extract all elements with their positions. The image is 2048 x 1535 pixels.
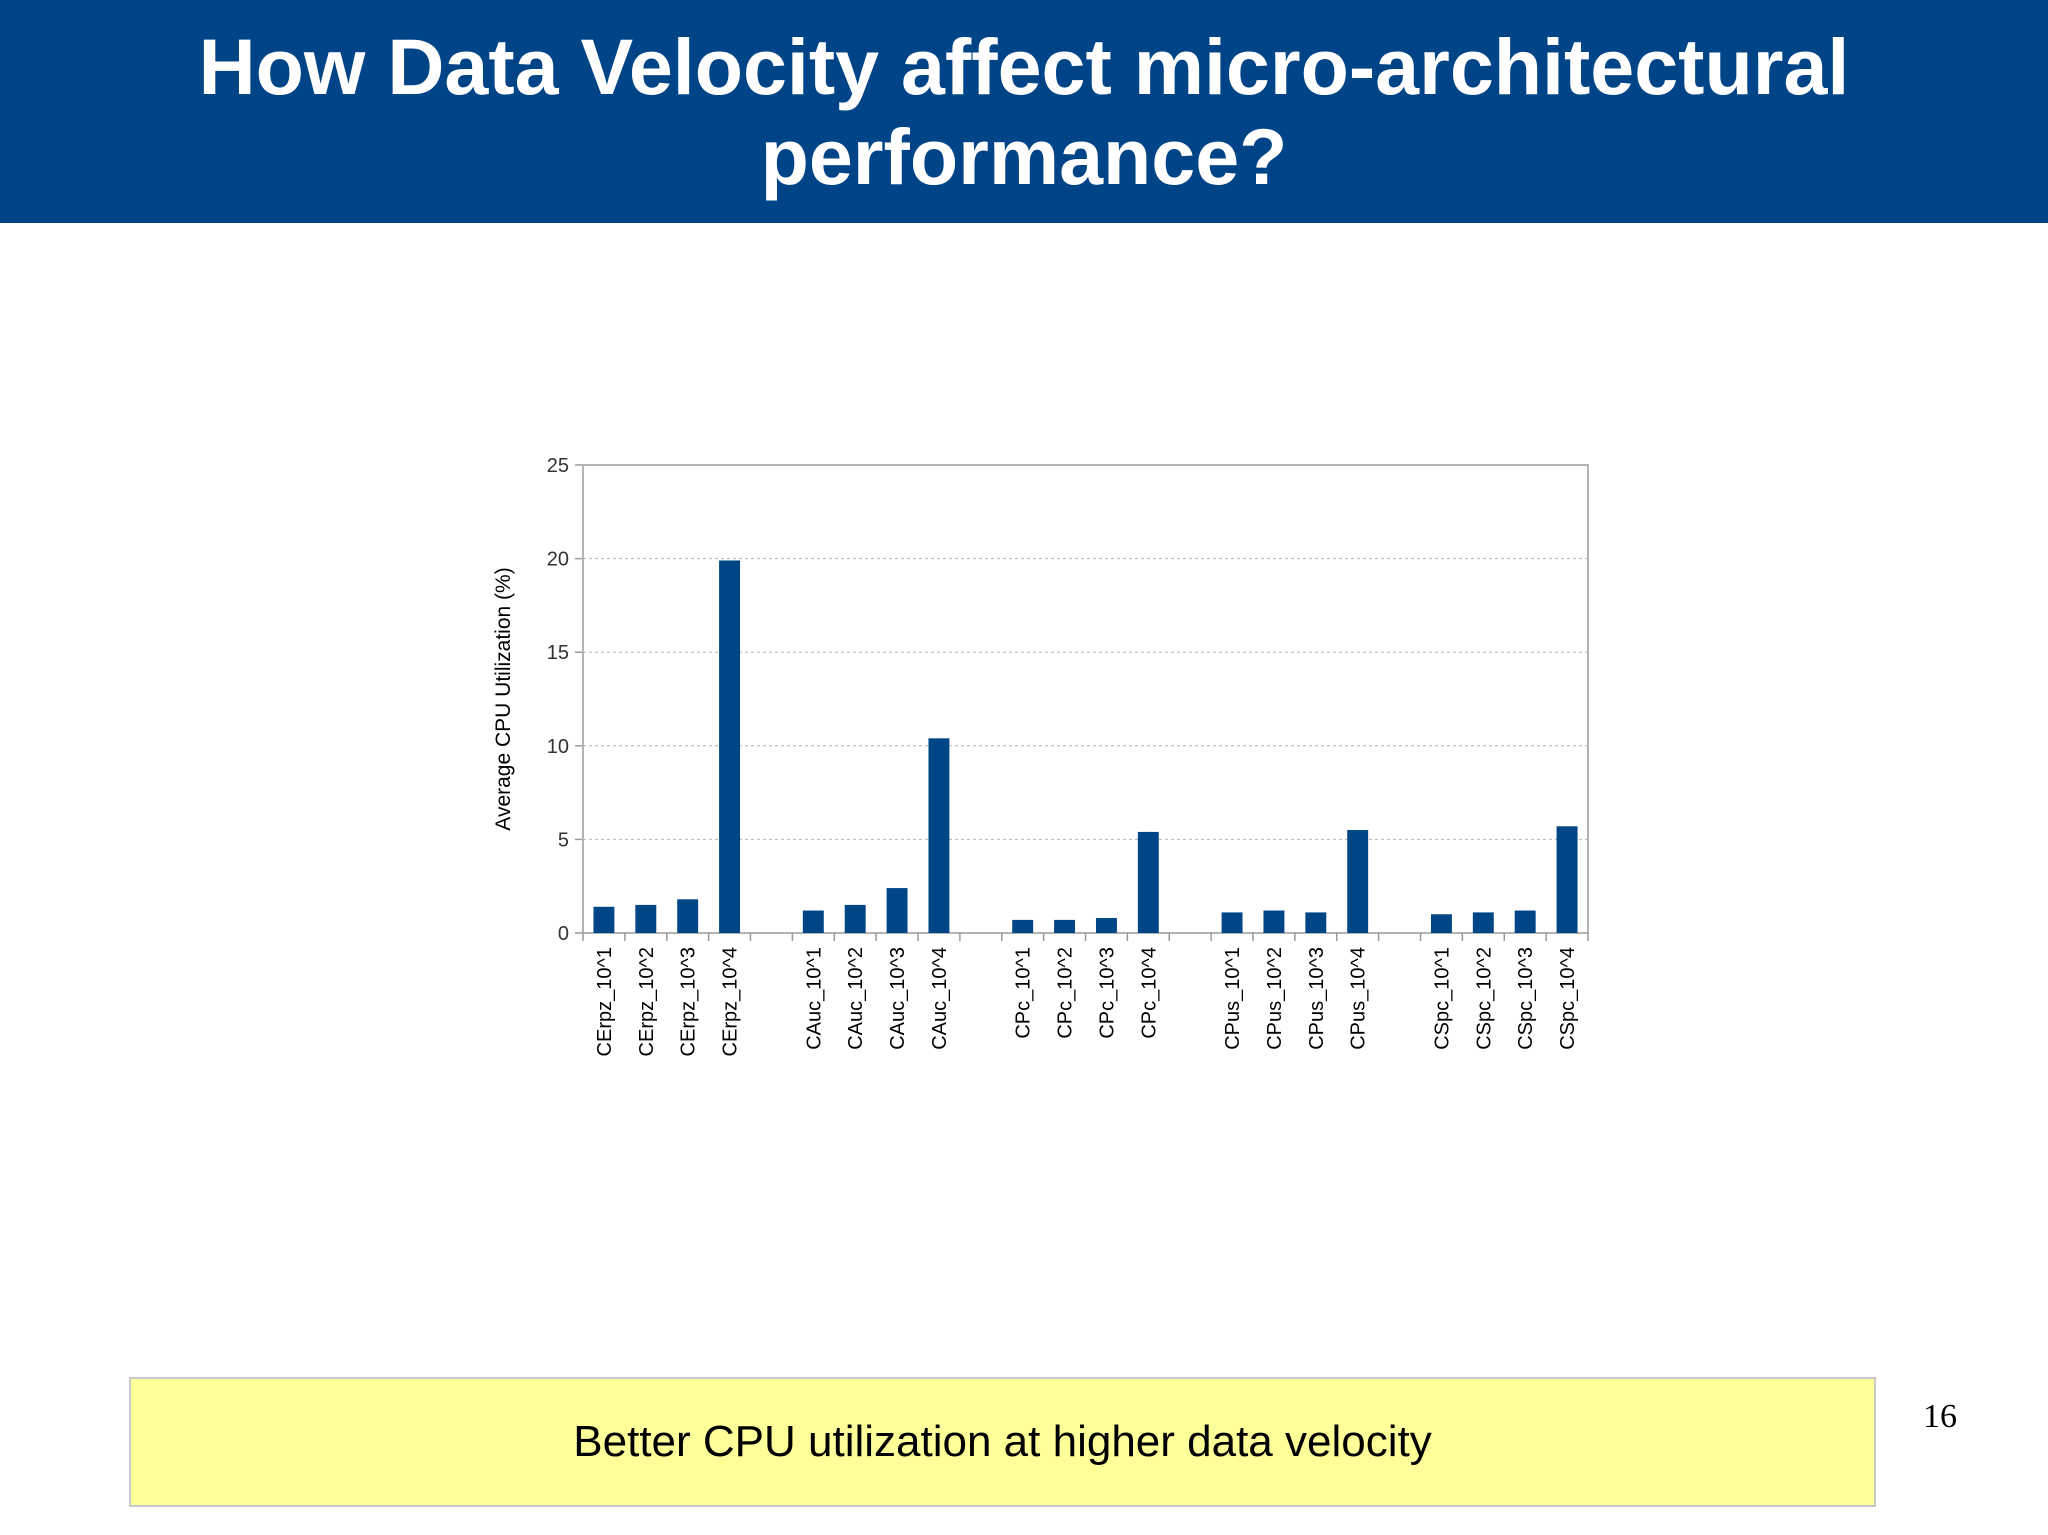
bar-cerpz_10-1 xyxy=(593,906,615,933)
bar-cerpz_10-4 xyxy=(719,560,741,933)
bar-cauc_10-3 xyxy=(886,888,908,933)
y-tick-label: 20 xyxy=(547,549,569,571)
y-tick-label: 0 xyxy=(558,923,569,945)
bar-cspc_10-3 xyxy=(1514,910,1536,933)
x-tick-label: CSpc_10^3 xyxy=(1515,947,1537,1050)
bar-cspc_10-2 xyxy=(1472,912,1494,933)
bar-cpc_10-3 xyxy=(1095,918,1117,933)
y-tick-label: 15 xyxy=(547,642,569,664)
bar-cpc_10-1 xyxy=(1012,919,1034,933)
x-tick-label: CErpz_10^3 xyxy=(678,947,700,1056)
cpu-utilization-chart: 0 5 10 15 20 25 Average CPU Utilization (%) CEr… xyxy=(460,440,1610,1120)
plot-area xyxy=(583,465,1588,933)
bar-cspc_10-1 xyxy=(1430,914,1452,933)
bar-cpus_10-2 xyxy=(1263,910,1285,933)
callout-text: Better CPU utilization at higher data ve… xyxy=(573,1417,1432,1466)
bar-cauc_10-4 xyxy=(928,738,950,933)
x-tick-label: CAuc_10^2 xyxy=(845,947,867,1050)
bar-cpus_10-4 xyxy=(1347,830,1369,933)
x-tick-label: CSpc_10^1 xyxy=(1431,947,1453,1050)
x-tick-label: CSpc_10^2 xyxy=(1473,947,1495,1050)
x-tick-label: CAuc_10^4 xyxy=(929,947,951,1050)
x-tick-label: CPus_10^1 xyxy=(1222,947,1244,1050)
x-tick-label: CErpz_10^4 xyxy=(720,947,742,1056)
x-tick-label: CSpc_10^4 xyxy=(1557,947,1579,1050)
bar-cerpz_10-2 xyxy=(635,904,657,933)
bar-cpus_10-1 xyxy=(1221,912,1243,933)
bar-cpus_10-3 xyxy=(1305,912,1327,933)
x-tick-label: CErpz_10^2 xyxy=(636,947,658,1056)
bar-cpc_10-2 xyxy=(1054,919,1076,933)
x-tick-label: CPc_10^2 xyxy=(1055,947,1077,1039)
x-tick-label: CPc_10^4 xyxy=(1138,947,1160,1039)
bar-cauc_10-1 xyxy=(802,910,824,933)
slide-header: How Data Velocity affect micro-architect… xyxy=(0,0,2048,223)
bar-cauc_10-2 xyxy=(844,904,866,933)
x-tick-label: CPc_10^3 xyxy=(1096,947,1118,1039)
bar-cpc_10-4 xyxy=(1137,831,1159,933)
x-tick-label: CErpz_10^1 xyxy=(594,947,616,1056)
chart-svg: 0 5 10 15 20 25 Average CPU Utilization (%) CEr… xyxy=(492,455,1589,1056)
y-axis-label: Average CPU Utilization (%) xyxy=(492,567,515,830)
x-tick-label: CPus_10^2 xyxy=(1264,947,1286,1050)
bar-cerpz_10-3 xyxy=(677,899,699,933)
callout-box: Better CPU utilization at higher data ve… xyxy=(129,1377,1876,1507)
page-number: 16 xyxy=(1923,1398,1957,1435)
x-tick-label: CPus_10^4 xyxy=(1348,947,1370,1050)
x-tick-label: CAuc_10^1 xyxy=(803,947,825,1050)
y-tick-label: 5 xyxy=(558,829,569,851)
x-tick-label: CAuc_10^3 xyxy=(887,947,909,1050)
bar-cspc_10-4 xyxy=(1556,826,1578,933)
x-tick-label: CPc_10^1 xyxy=(1013,947,1035,1039)
y-tick-label: 25 xyxy=(547,455,569,477)
slide-title: How Data Velocity affect micro-architect… xyxy=(198,21,1850,201)
y-tick-label: 10 xyxy=(547,736,569,758)
x-tick-label: CPus_10^3 xyxy=(1306,947,1328,1050)
